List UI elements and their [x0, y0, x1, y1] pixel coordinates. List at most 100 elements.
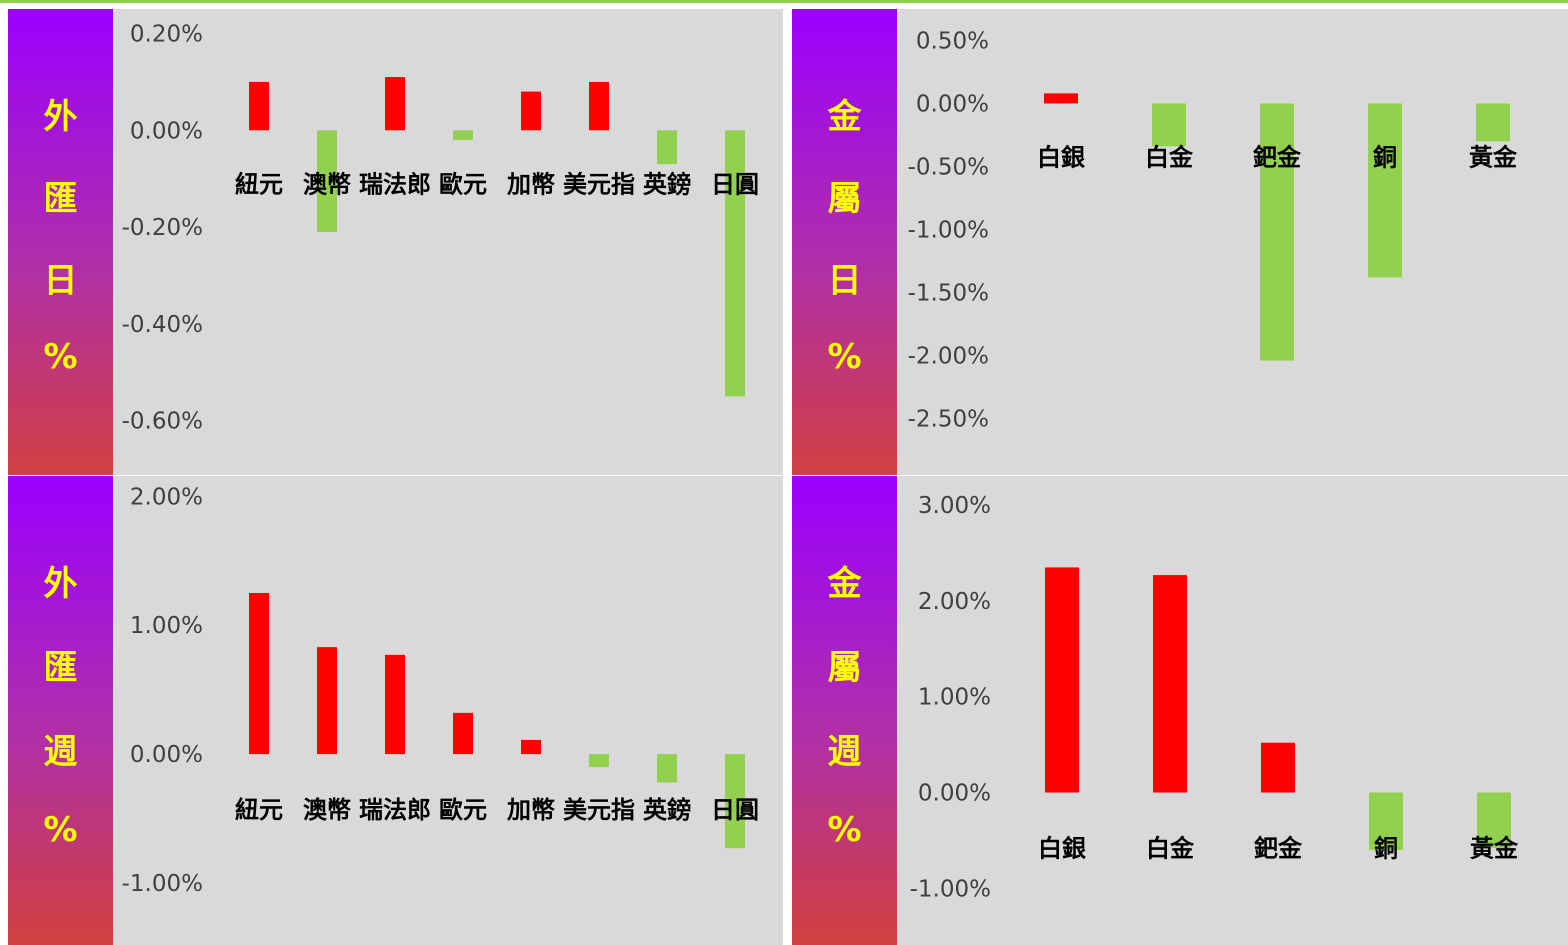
category-label: 日圓 — [711, 170, 759, 198]
bar — [1044, 93, 1078, 104]
bar — [317, 130, 337, 232]
y-tick-label: 0.00% — [130, 118, 203, 144]
bar — [589, 81, 609, 131]
side-label-char: 週 — [43, 732, 78, 772]
side-label-bar: 金 屬 日 % — [792, 9, 897, 475]
category-label: 加幣 — [507, 170, 555, 198]
bar — [1476, 103, 1510, 142]
category-label: 澳幣 — [303, 170, 351, 198]
y-tick-label: -2.00% — [908, 344, 989, 370]
bar — [1152, 103, 1186, 147]
category-label: 白銀 — [1038, 835, 1086, 863]
y-tick-label: 1.00% — [130, 613, 203, 639]
side-label-char: 屬 — [827, 179, 862, 219]
bar — [1261, 742, 1295, 793]
side-label-char: 週 — [827, 732, 862, 772]
y-tick-label: -1.00% — [908, 218, 989, 244]
y-tick-label: 3.00% — [918, 493, 991, 519]
side-label-char: % — [43, 337, 78, 377]
y-tick-label: -0.50% — [908, 154, 989, 180]
category-label: 紐元 — [235, 796, 283, 824]
side-label-char: 匯 — [43, 648, 78, 688]
side-label-char: 外 — [43, 564, 78, 604]
y-tick-label: -1.00% — [122, 871, 203, 897]
bar — [1153, 575, 1187, 793]
bar — [385, 77, 405, 131]
category-label: 銅 — [1373, 143, 1397, 171]
category-label: 黃金 — [1469, 143, 1518, 171]
category-label: 鈀金 — [1253, 143, 1302, 171]
chart-plot-area: 0.20% 0.00% -0.20% -0.40% -0.60% 紐元 澳幣 瑞法郎 歐元 加幣美… — [113, 9, 783, 475]
bar — [249, 592, 269, 755]
bar — [1368, 103, 1402, 278]
bar — [385, 654, 405, 755]
side-label-char: 金 — [827, 564, 862, 604]
side-label-char: 日 — [43, 261, 78, 301]
side-label-char: 匯 — [43, 179, 78, 219]
bar — [1045, 567, 1079, 793]
category-label: 紐元 — [235, 170, 283, 198]
y-tick-label: -1.00% — [910, 876, 991, 902]
bar — [249, 81, 269, 131]
fx-daily-panel: 外 匯 日 % 0.20% 0.00% -0.20% -0.40% -0.60% 紐元 澳幣… — [8, 9, 783, 475]
metals-weekly-panel: 金 屬 週 % 3.00% 2.00% 1.00% 0.00% -1.00% 白銀 白金 鈀金… — [792, 476, 1568, 945]
category-label: 瑞法郎 — [359, 170, 431, 198]
category-label: 英鎊 — [643, 796, 691, 824]
metals-weekly-chart: 3.00% 2.00% 1.00% 0.00% -1.00% 白銀 白金 鈀金 銅 黃金 — [910, 493, 1519, 902]
category-label: 美元指 — [563, 796, 635, 824]
top-rule — [0, 0, 1568, 3]
category-label: 黃金 — [1470, 835, 1519, 863]
category-label: 白銀 — [1037, 143, 1085, 171]
fx-weekly-chart: 2.00% 1.00% 0.00% -1.00% 紐元 澳幣 瑞法郎 歐元 加幣 美元指 英鎊 日圓 — [122, 484, 759, 897]
side-label-char: 金 — [827, 97, 862, 137]
y-tick-label: 0.20% — [130, 22, 203, 48]
bar — [521, 739, 541, 755]
bar — [453, 712, 473, 755]
category-label: 銅 — [1374, 835, 1398, 863]
category-label: 澳幣 — [303, 796, 351, 824]
category-label: 加幣 — [507, 796, 555, 824]
category-label: 瑞法郎 — [359, 796, 431, 824]
chart-plot-area: 2.00% 1.00% 0.00% -1.00% 紐元 澳幣 瑞法郎 歐元 加幣 美元指 英鎊 日圓 — [113, 476, 783, 945]
bar — [1477, 792, 1511, 849]
y-tick-label: 0.00% — [130, 742, 203, 768]
bar — [453, 130, 473, 140]
side-label-char: 屬 — [827, 648, 862, 688]
y-tick-label: 1.00% — [918, 685, 991, 711]
y-tick-label: -1.50% — [908, 281, 989, 307]
y-tick-label: 2.00% — [130, 484, 203, 510]
side-label-char: % — [827, 337, 862, 377]
category-label: 歐元 — [439, 796, 487, 824]
bar — [521, 91, 541, 131]
y-tick-label: 0.00% — [916, 91, 989, 117]
side-label-bar: 金 屬 週 % — [792, 476, 897, 945]
y-tick-label: -0.20% — [122, 215, 203, 241]
bar — [657, 754, 677, 783]
category-label: 日圓 — [711, 796, 759, 824]
category-label: 歐元 — [439, 170, 487, 198]
metals-daily-panel: 金 屬 日 % 0.50% 0.00% -0.50% -1.00% -1.50% -2.0… — [792, 9, 1568, 475]
y-tick-label: 2.00% — [918, 589, 991, 615]
bar — [1369, 792, 1403, 850]
side-label-bar: 外 匯 週 % — [8, 476, 113, 945]
metals-daily-chart: 0.50% 0.00% -0.50% -1.00% -1.50% -2.00% -2.50%… — [908, 28, 1518, 433]
y-tick-label: -2.50% — [908, 407, 989, 433]
y-tick-label: -0.60% — [122, 409, 203, 435]
bar — [317, 647, 337, 755]
category-label: 英鎊 — [643, 170, 691, 198]
fx-daily-chart: 0.20% 0.00% -0.20% -0.40% -0.60% 紐元 澳幣 瑞法郎 歐元 加幣美… — [122, 22, 759, 435]
category-label: 白金 — [1146, 835, 1195, 863]
side-label-char: 日 — [827, 261, 862, 301]
bar — [725, 754, 745, 849]
side-label-char: % — [827, 810, 862, 850]
category-label: 白金 — [1145, 143, 1194, 171]
bar — [1260, 103, 1294, 361]
category-label: 美元指 — [563, 170, 635, 198]
y-tick-label: 0.00% — [918, 781, 991, 807]
bar — [725, 130, 745, 397]
y-tick-label: 0.50% — [916, 28, 989, 54]
side-label-bar: 外 匯 日 % — [8, 9, 113, 475]
category-label: 鈀金 — [1254, 835, 1303, 863]
bar — [589, 754, 609, 767]
y-tick-label: -0.40% — [122, 312, 203, 338]
